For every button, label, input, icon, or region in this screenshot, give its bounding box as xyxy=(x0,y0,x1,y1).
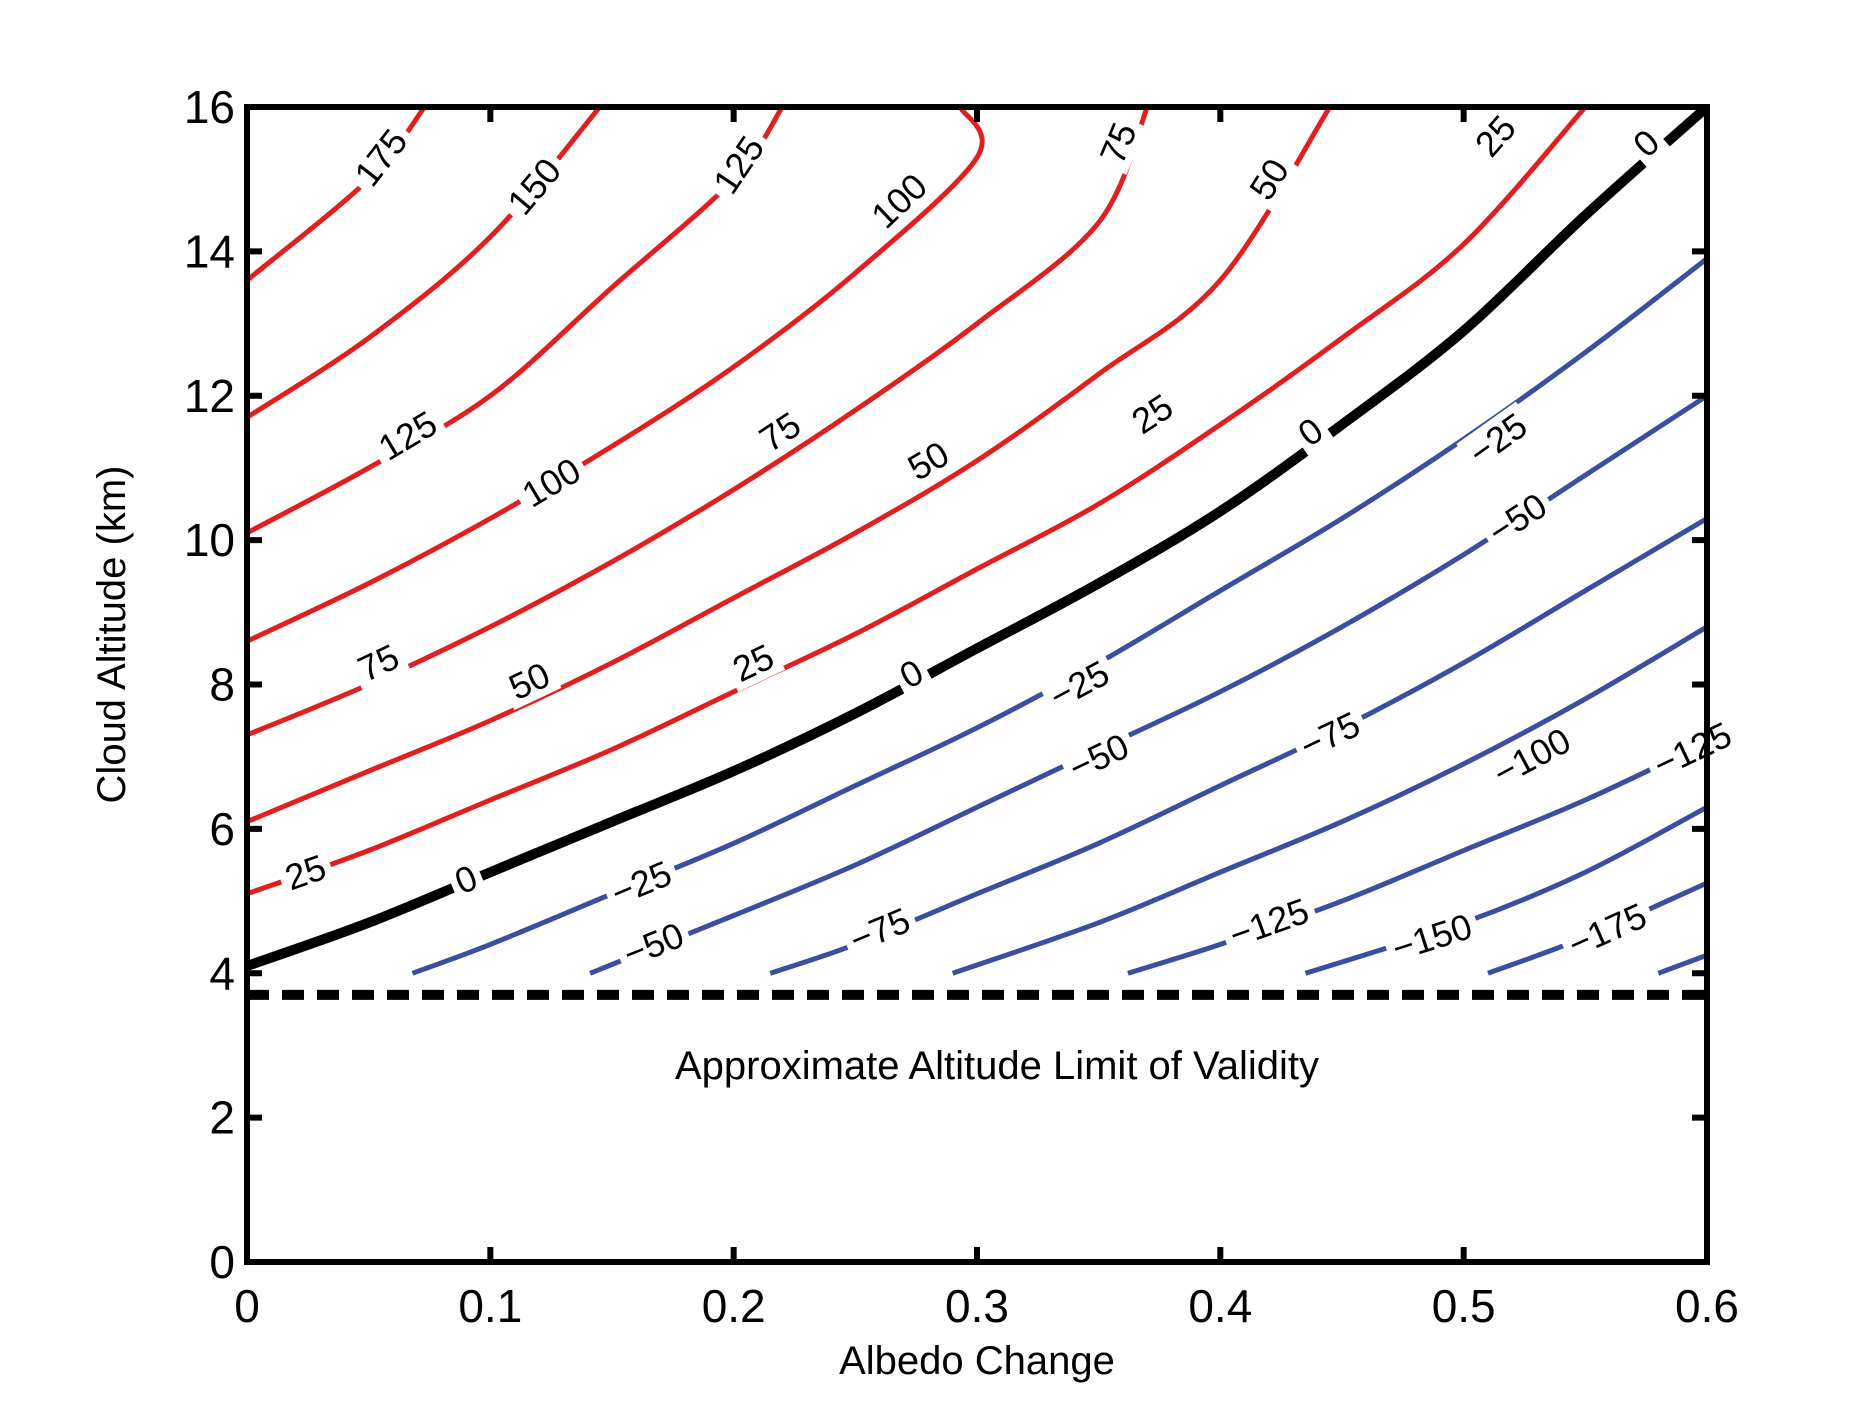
contour-label-gap xyxy=(1463,103,1528,169)
contour-line-125 xyxy=(247,107,785,536)
contour-label-gap xyxy=(747,400,813,463)
contour-label-gap xyxy=(1286,406,1335,458)
contour-label-gap xyxy=(1456,401,1540,477)
contour-label-gap xyxy=(838,897,922,963)
contour-label-gap xyxy=(1641,711,1744,788)
y-tick-label: 8 xyxy=(209,659,235,711)
contour-label: 25 xyxy=(1124,386,1180,442)
contour-label-gap xyxy=(1119,382,1185,445)
x-tick-label: 0.5 xyxy=(1432,1280,1496,1332)
contour-label-gap xyxy=(888,648,935,699)
contour-line-neg50 xyxy=(589,393,1707,976)
x-tick-label: 0.6 xyxy=(1675,1280,1739,1332)
contour-label: −150 xyxy=(1387,905,1477,969)
contour-label-gap xyxy=(444,854,488,904)
contour-label-gap xyxy=(895,430,961,492)
contour-label-gap xyxy=(1621,117,1672,169)
x-tick-label: 0.2 xyxy=(702,1280,766,1332)
y-tick-label: 0 xyxy=(209,1236,235,1288)
contour-label-gap xyxy=(1089,111,1147,175)
axis-ticks xyxy=(244,104,1710,1265)
contour-label: 50 xyxy=(1241,151,1297,207)
contour-label-gap xyxy=(1381,903,1483,971)
contour-label-gap xyxy=(612,912,695,977)
y-tick-label: 2 xyxy=(209,1092,235,1144)
y-tick-labels: 0 2 4 6 8 10 12 14 16 xyxy=(184,81,235,1288)
contour-label-gap xyxy=(495,145,573,228)
y-tick-label: 16 xyxy=(184,81,235,133)
contour-label: 25 xyxy=(1467,107,1524,164)
contour-label-gap xyxy=(858,161,940,241)
contour-label-gap xyxy=(274,844,337,900)
contour-label-gap xyxy=(1556,892,1659,968)
contour-label-gap xyxy=(701,123,776,207)
contour-line-neg150 xyxy=(1304,804,1707,976)
contour-line-neg25 xyxy=(411,256,1707,976)
contour-line-100 xyxy=(247,107,985,644)
contour-label-gap xyxy=(1288,701,1372,769)
y-tick-label: 6 xyxy=(209,803,235,855)
contour-line-25 xyxy=(247,107,1588,897)
contour-label-gap xyxy=(1057,722,1141,791)
contour-label-gap xyxy=(342,116,419,199)
y-axis-title: Cloud Altitude (km) xyxy=(90,466,134,804)
contour-line-75 xyxy=(247,107,1150,738)
contour-label-gap xyxy=(1475,481,1559,556)
contour-label-gap xyxy=(599,850,683,916)
y-tick-label: 4 xyxy=(209,947,235,999)
contour-label-gap xyxy=(721,633,786,693)
x-tick-label: 0 xyxy=(234,1280,260,1332)
contour-label: −175 xyxy=(1562,895,1653,965)
contour-label-gap xyxy=(497,651,562,711)
contour-label-gap xyxy=(1218,888,1320,958)
contour-label-gap xyxy=(366,399,450,472)
contour-line-neg100 xyxy=(951,624,1707,976)
x-tick-label: 0.4 xyxy=(1188,1280,1252,1332)
contour-label-gap xyxy=(1037,649,1121,720)
y-tick-label: 14 xyxy=(184,225,235,277)
y-tick-label: 12 xyxy=(184,370,235,422)
y-tick-label: 10 xyxy=(184,514,235,566)
contour-label-gap xyxy=(1480,716,1583,797)
contour-label: −125 xyxy=(1647,714,1738,786)
x-tick-label: 0.3 xyxy=(945,1280,1009,1332)
contour-label: 75 xyxy=(752,404,808,460)
contour-label: −125 xyxy=(1224,890,1314,956)
x-tick-labels: 0 0.1 0.2 0.3 0.4 0.5 0.6 xyxy=(234,1280,1739,1332)
validity-limit-label: Approximate Altitude Limit of Validity xyxy=(675,1044,1319,1088)
contour-line-50 xyxy=(247,107,1332,825)
contour-line-neg125 xyxy=(1127,740,1707,976)
plot-frame xyxy=(244,104,1710,1265)
contour-label-gap xyxy=(346,633,411,693)
x-axis-title: Albedo Change xyxy=(839,1339,1115,1383)
x-tick-label: 0.1 xyxy=(458,1280,522,1332)
contour-label-gap xyxy=(1238,146,1300,212)
contour-line-0 xyxy=(247,107,1707,971)
contour-label-gap xyxy=(509,446,593,519)
